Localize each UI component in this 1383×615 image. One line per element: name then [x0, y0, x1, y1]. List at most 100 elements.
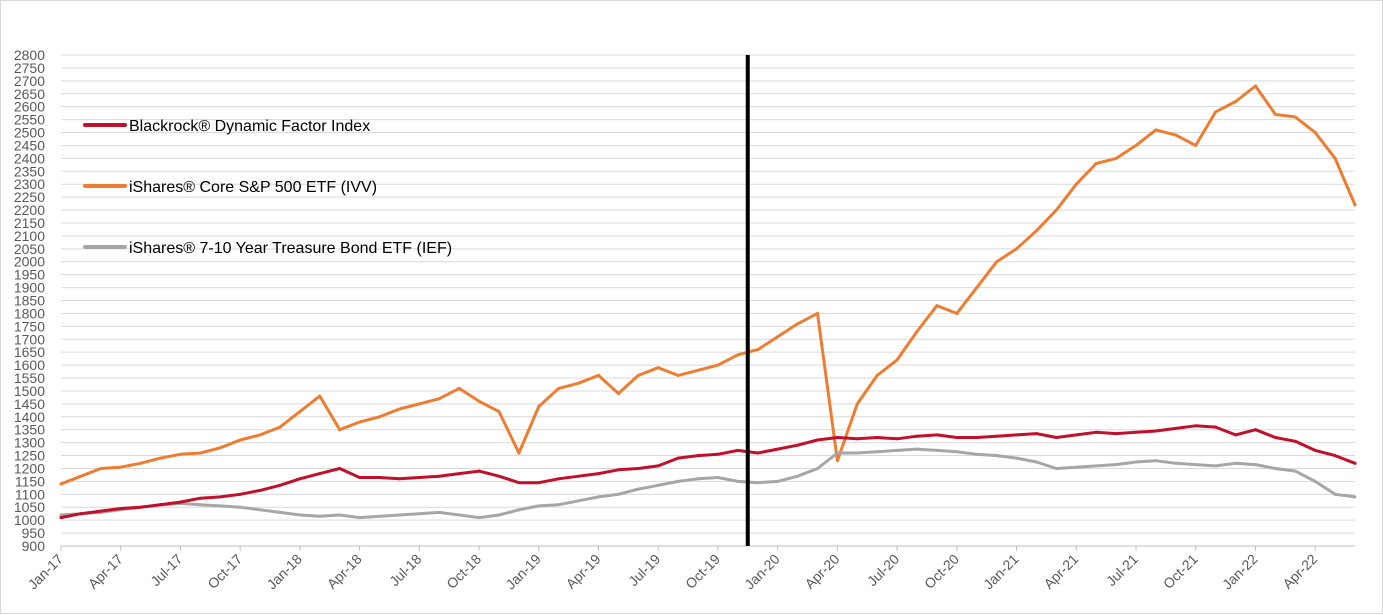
data-point: [736, 448, 740, 452]
data-point: [656, 483, 660, 487]
data-point: [895, 437, 899, 441]
data-point: [935, 448, 939, 452]
data-point: [537, 504, 541, 508]
data-point: [1114, 432, 1118, 436]
data-point: [278, 425, 282, 429]
data-point: [1194, 463, 1198, 467]
data-point: [776, 447, 780, 451]
data-point: [1034, 229, 1038, 233]
data-point: [358, 420, 362, 424]
x-tick-label: Apr-22: [1279, 551, 1320, 592]
data-point: [1134, 430, 1138, 434]
data-point: [497, 513, 501, 517]
y-tick-label: 1950: [14, 267, 45, 283]
data-point: [457, 513, 461, 517]
data-point: [1114, 156, 1118, 160]
data-point: [318, 472, 322, 476]
data-point: [915, 447, 919, 451]
data-point: [1174, 461, 1178, 465]
data-point: [796, 474, 800, 478]
data-point: [557, 503, 561, 507]
data-point: [99, 509, 103, 513]
data-point: [178, 500, 182, 504]
y-tick-label: 2550: [14, 112, 45, 128]
data-point: [537, 481, 541, 485]
data-point: [1353, 495, 1357, 499]
data-point: [696, 477, 700, 481]
data-point: [636, 466, 640, 470]
y-tick-label: 1900: [14, 280, 45, 296]
data-point: [477, 516, 481, 520]
data-point: [676, 373, 680, 377]
data-point: [815, 438, 819, 442]
data-point: [298, 410, 302, 414]
x-tick-label: Apr-17: [85, 551, 126, 592]
x-axis: Jan-17 Apr-17 Jul-17 Oct-17 Jan-18 Apr-18 Jul-…: [25, 545, 1355, 593]
data-point: [1313, 479, 1317, 483]
data-point: [1074, 433, 1078, 437]
y-tick-label: 1600: [14, 357, 45, 373]
data-point: [159, 503, 163, 507]
data-point: [1054, 208, 1058, 212]
data-point: [59, 516, 63, 520]
data-point: [855, 402, 859, 406]
data-point: [238, 438, 242, 442]
data-point: [258, 508, 262, 512]
data-point: [1333, 454, 1337, 458]
x-tick-label: Oct-18: [443, 551, 484, 592]
data-point: [835, 435, 839, 439]
x-tick-label: Jul-17: [147, 551, 185, 589]
data-point: [497, 410, 501, 414]
data-point: [497, 474, 501, 478]
data-point: [298, 513, 302, 517]
y-tick-label: 1850: [14, 293, 45, 309]
y-tick-label: 1200: [14, 460, 45, 476]
data-point: [696, 368, 700, 372]
data-point: [1034, 432, 1038, 436]
y-tick-label: 1350: [14, 422, 45, 438]
y-tick-label: 2200: [14, 202, 45, 218]
data-point: [716, 476, 720, 480]
y-tick-label: 900: [22, 538, 46, 554]
data-point: [59, 513, 63, 517]
x-tick-label: Jul-21: [1103, 551, 1141, 589]
data-point: [198, 503, 202, 507]
data-point: [417, 402, 421, 406]
data-point: [318, 514, 322, 518]
data-point: [1094, 430, 1098, 434]
data-point: [1054, 466, 1058, 470]
y-tick-label: 1050: [14, 499, 45, 515]
data-point: [477, 399, 481, 403]
data-point: [895, 358, 899, 362]
data-point: [995, 454, 999, 458]
data-point: [139, 461, 143, 465]
data-point: [557, 386, 561, 390]
data-point: [1253, 84, 1257, 88]
data-point: [397, 513, 401, 517]
data-point: [1194, 143, 1198, 147]
data-point: [278, 510, 282, 514]
data-point: [517, 508, 521, 512]
data-point: [776, 335, 780, 339]
y-tick-label: 2100: [14, 228, 45, 244]
data-point: [557, 477, 561, 481]
y-tick-label: 1750: [14, 318, 45, 334]
data-point: [716, 452, 720, 456]
data-point: [159, 456, 163, 460]
data-point: [995, 260, 999, 264]
data-point: [955, 450, 959, 454]
data-point: [1174, 426, 1178, 430]
y-tick-label: 2050: [14, 241, 45, 257]
data-point: [1015, 247, 1019, 251]
data-point: [915, 330, 919, 334]
data-point: [537, 404, 541, 408]
y-tick-label: 2750: [14, 60, 45, 76]
data-point: [1293, 439, 1297, 443]
data-point: [955, 311, 959, 315]
data-point: [935, 304, 939, 308]
legend: Blackrock® Dynamic Factor Index iShares® …: [83, 118, 452, 257]
x-tick-label: Jan-19: [502, 551, 544, 593]
data-point: [1154, 429, 1158, 433]
data-point: [796, 443, 800, 447]
